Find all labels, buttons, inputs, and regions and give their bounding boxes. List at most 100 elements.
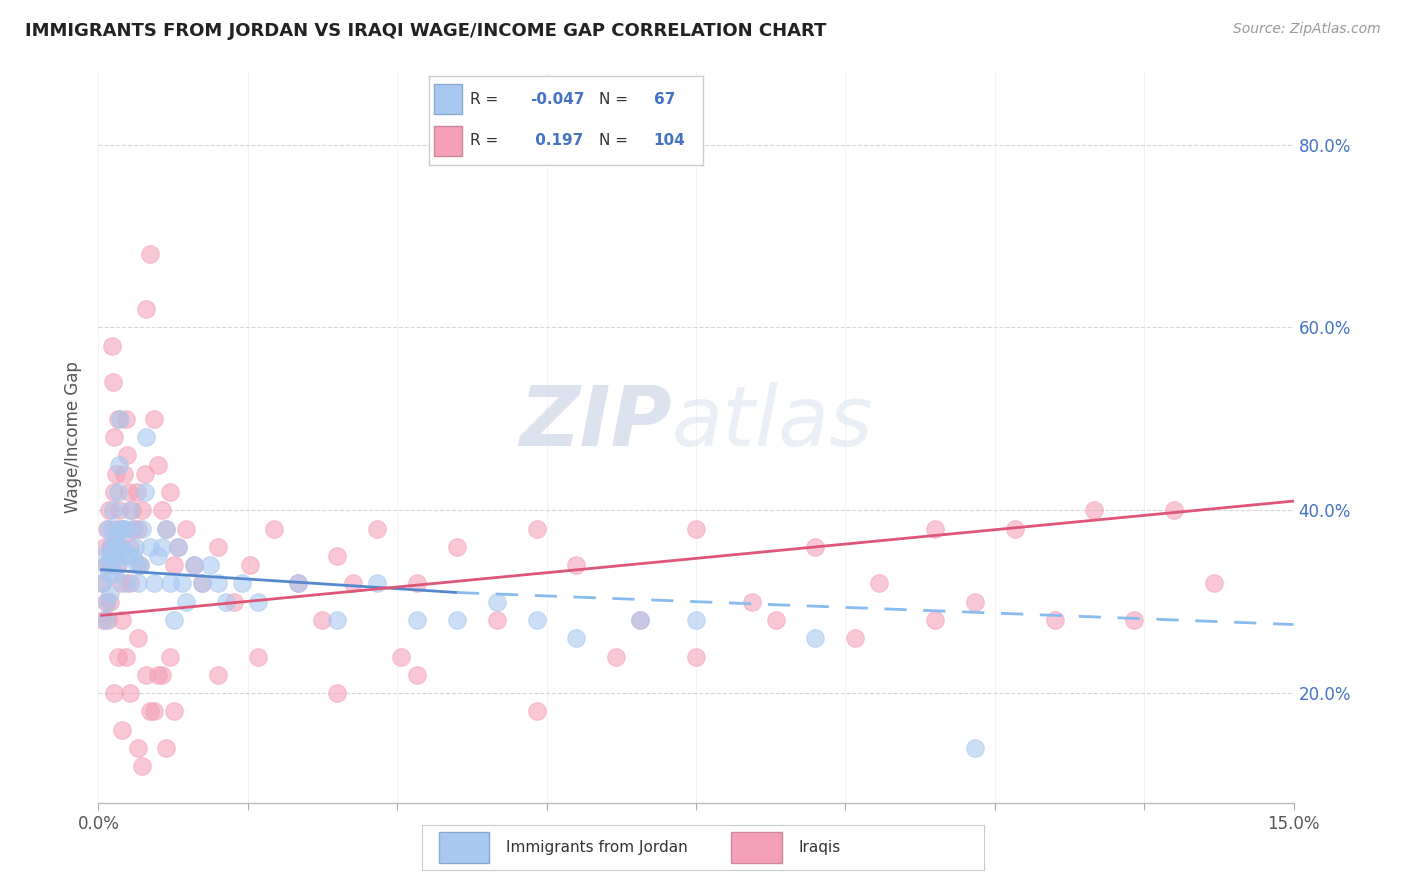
- FancyBboxPatch shape: [439, 831, 489, 863]
- Text: Iraqis: Iraqis: [799, 840, 841, 855]
- Point: [120, 540, 142, 554]
- Point: [565, 632, 588, 646]
- Point: [103, 686, 125, 700]
- Point: [963, 740, 986, 755]
- Point: [101, 521, 124, 535]
- Point: [98, 594, 122, 608]
- Point: [287, 576, 309, 591]
- FancyBboxPatch shape: [731, 831, 782, 863]
- Point: [207, 540, 229, 554]
- Point: [163, 613, 186, 627]
- Point: [110, 576, 132, 591]
- Point: [100, 540, 122, 554]
- Point: [148, 549, 170, 563]
- Text: 67: 67: [654, 92, 675, 106]
- Point: [326, 686, 349, 700]
- Point: [155, 521, 177, 535]
- Point: [1163, 503, 1185, 517]
- Point: [139, 705, 162, 719]
- Point: [366, 576, 388, 591]
- Point: [115, 576, 138, 591]
- Point: [628, 613, 651, 627]
- Point: [163, 558, 186, 573]
- Point: [924, 521, 946, 535]
- Text: atlas: atlas: [672, 382, 873, 463]
- Point: [868, 576, 890, 591]
- Point: [207, 576, 229, 591]
- Point: [167, 540, 190, 554]
- Point: [685, 649, 707, 664]
- Text: IMMIGRANTS FROM JORDAN VS IRAQI WAGE/INCOME GAP CORRELATION CHART: IMMIGRANTS FROM JORDAN VS IRAQI WAGE/INC…: [25, 22, 827, 40]
- Text: 104: 104: [654, 134, 685, 148]
- Point: [127, 521, 149, 535]
- Point: [174, 594, 197, 608]
- Point: [104, 531, 127, 545]
- Point: [155, 740, 177, 755]
- Point: [139, 247, 162, 261]
- Point: [104, 540, 127, 554]
- Point: [163, 705, 186, 719]
- Point: [97, 613, 120, 627]
- Point: [406, 667, 429, 681]
- Point: [91, 576, 114, 591]
- Point: [174, 521, 197, 535]
- Text: R =: R =: [470, 134, 498, 148]
- Point: [1123, 613, 1146, 627]
- Text: ZIP: ZIP: [519, 382, 672, 463]
- Point: [108, 458, 131, 472]
- Point: [131, 503, 153, 517]
- Point: [107, 485, 129, 500]
- Point: [112, 549, 135, 563]
- Point: [215, 594, 238, 608]
- Point: [108, 540, 131, 554]
- Text: 0.197: 0.197: [530, 134, 583, 148]
- Point: [96, 594, 118, 608]
- Text: R =: R =: [470, 92, 498, 106]
- Point: [155, 521, 177, 535]
- Point: [446, 540, 468, 554]
- Text: N =: N =: [599, 134, 628, 148]
- Point: [143, 705, 166, 719]
- Point: [246, 594, 269, 608]
- Point: [207, 667, 229, 681]
- Point: [112, 521, 135, 535]
- Point: [326, 549, 349, 563]
- Point: [135, 667, 157, 681]
- Point: [96, 558, 118, 573]
- Point: [326, 613, 349, 627]
- Point: [94, 594, 117, 608]
- Point: [107, 540, 129, 554]
- Point: [1083, 503, 1105, 517]
- Point: [124, 540, 146, 554]
- Point: [111, 613, 134, 627]
- Text: N =: N =: [599, 92, 628, 106]
- Point: [526, 705, 548, 719]
- Text: -0.047: -0.047: [530, 92, 585, 106]
- Point: [183, 558, 205, 573]
- Point: [127, 740, 149, 755]
- Point: [107, 649, 129, 664]
- Point: [191, 576, 214, 591]
- Point: [108, 503, 131, 517]
- Point: [115, 649, 138, 664]
- Point: [526, 521, 548, 535]
- Point: [222, 594, 245, 608]
- Point: [741, 594, 763, 608]
- Point: [485, 613, 508, 627]
- Point: [159, 485, 181, 500]
- Point: [150, 503, 173, 517]
- Point: [121, 503, 143, 517]
- Point: [924, 613, 946, 627]
- Point: [159, 576, 181, 591]
- Point: [101, 338, 124, 352]
- Point: [97, 567, 120, 582]
- Point: [98, 558, 121, 573]
- Point: [148, 667, 170, 681]
- Point: [139, 540, 162, 554]
- Point: [246, 649, 269, 664]
- Point: [111, 723, 134, 737]
- Y-axis label: Wage/Income Gap: Wage/Income Gap: [65, 361, 83, 513]
- Point: [125, 485, 148, 500]
- Point: [128, 558, 150, 573]
- Point: [198, 558, 221, 573]
